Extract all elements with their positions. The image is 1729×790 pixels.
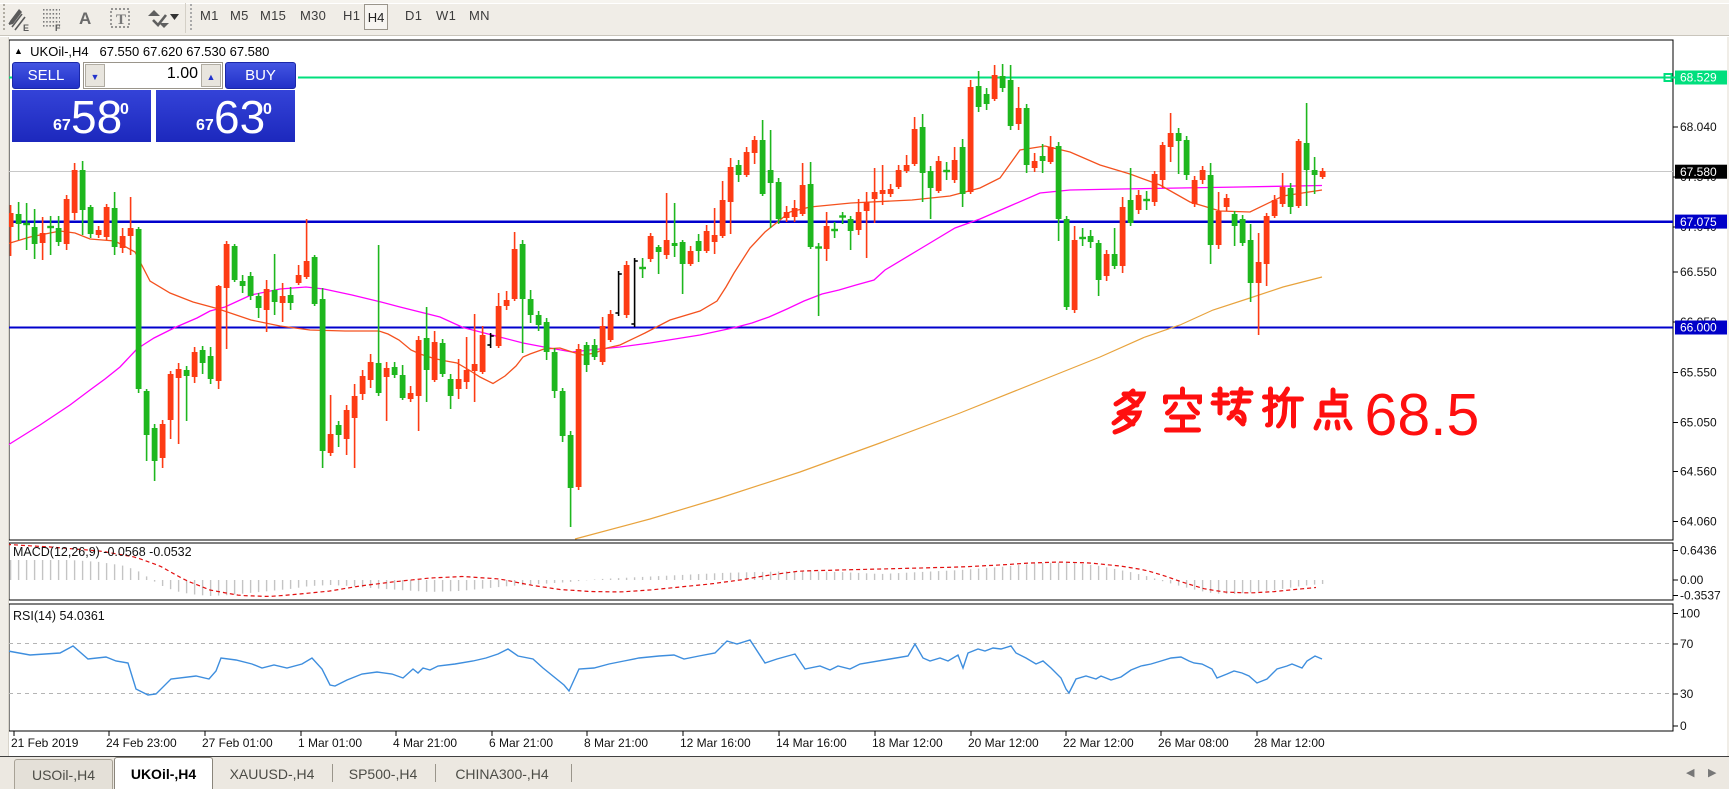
svg-text:65.050: 65.050 (1680, 416, 1717, 430)
svg-text:4 Mar 21:00: 4 Mar 21:00 (393, 736, 457, 750)
svg-text:14 Mar 16:00: 14 Mar 16:00 (776, 736, 847, 750)
svg-text:8 Mar 21:00: 8 Mar 21:00 (584, 736, 648, 750)
svg-text:68.529: 68.529 (1680, 71, 1717, 85)
svg-text:-0.3537: -0.3537 (1680, 589, 1721, 603)
svg-text:67.075: 67.075 (1680, 215, 1717, 229)
svg-text:MACD(12,26,9) -0.0568 -0.0532: MACD(12,26,9) -0.0568 -0.0532 (13, 545, 192, 559)
svg-text:20 Mar 12:00: 20 Mar 12:00 (968, 736, 1039, 750)
svg-text:E: E (23, 23, 29, 32)
svg-text:0: 0 (1680, 719, 1687, 733)
svg-text:RSI(14) 54.0361: RSI(14) 54.0361 (13, 609, 105, 623)
svg-text:27 Feb 01:00: 27 Feb 01:00 (202, 736, 273, 750)
svg-text:66.550: 66.550 (1680, 265, 1717, 279)
svg-text:64.060: 64.060 (1680, 515, 1717, 529)
svg-text:24 Feb 23:00: 24 Feb 23:00 (106, 736, 177, 750)
svg-text:64.560: 64.560 (1680, 465, 1717, 479)
svg-text:28 Mar 12:00: 28 Mar 12:00 (1254, 736, 1325, 750)
svg-text:21 Feb 2019: 21 Feb 2019 (11, 736, 79, 750)
svg-text:1 Mar 01:00: 1 Mar 01:00 (298, 736, 362, 750)
svg-text:12 Mar 16:00: 12 Mar 16:00 (680, 736, 751, 750)
svg-text:0.6436: 0.6436 (1680, 544, 1717, 558)
svg-text:22 Mar 12:00: 22 Mar 12:00 (1063, 736, 1134, 750)
svg-text:68.040: 68.040 (1680, 120, 1717, 134)
svg-text:6 Mar 21:00: 6 Mar 21:00 (489, 736, 553, 750)
svg-text:F: F (55, 23, 61, 32)
svg-text:66.000: 66.000 (1680, 321, 1717, 335)
svg-text:100: 100 (1680, 607, 1700, 621)
svg-text:70: 70 (1680, 637, 1694, 651)
svg-text:30: 30 (1680, 687, 1694, 701)
svg-text:0.00: 0.00 (1680, 573, 1704, 587)
svg-text:T: T (116, 12, 126, 28)
svg-text:18 Mar 12:00: 18 Mar 12:00 (872, 736, 943, 750)
svg-text:65.550: 65.550 (1680, 366, 1717, 380)
svg-text:26 Mar 08:00: 26 Mar 08:00 (1158, 736, 1229, 750)
svg-text:68.5: 68.5 (1365, 382, 1480, 448)
svg-text:67.580: 67.580 (1680, 165, 1717, 179)
